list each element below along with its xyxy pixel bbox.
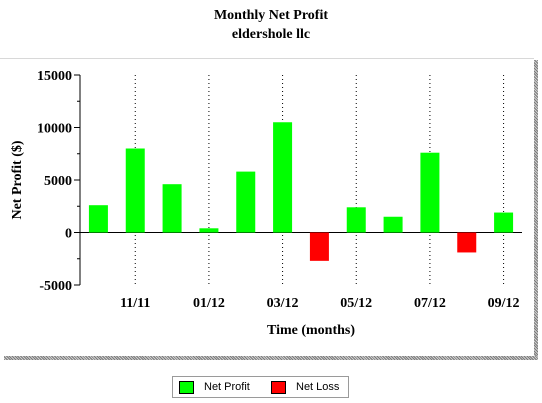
x-tick-label: 11/11 (120, 296, 150, 311)
y-tick-label: 10000 (37, 122, 72, 137)
frame-shadow-right (534, 60, 538, 360)
y-tick-label: 0 (65, 227, 72, 242)
bar-profit (162, 184, 182, 233)
bar-loss (457, 232, 477, 253)
y-tick-label: 5000 (44, 174, 72, 189)
legend-item-loss: Net Loss (271, 380, 339, 394)
bar-profit (346, 207, 366, 233)
chart-subtitle: eldershole llc (231, 27, 311, 42)
x-tick-label: 07/12 (414, 296, 446, 311)
legend-swatch-profit (179, 380, 194, 394)
legend-label-loss: Net Loss (296, 381, 340, 393)
bar-profit (88, 205, 108, 233)
y-tick-label: 15000 (37, 69, 72, 84)
bar-profit (199, 228, 219, 233)
x-tick-label: 03/12 (267, 296, 299, 311)
x-tick-label: 01/12 (193, 296, 225, 311)
x-axis-title: Time (months) (267, 323, 355, 338)
legend-swatch-loss (271, 380, 286, 394)
bar-loss (309, 232, 329, 261)
chart-legend: Net Profit Net Loss (172, 376, 349, 398)
chart-frame (0, 58, 534, 357)
bar-profit (420, 152, 440, 233)
bar-profit (236, 171, 256, 233)
y-tick-label: -5000 (39, 279, 72, 294)
legend-item-profit: Net Profit (179, 380, 250, 394)
bar-profit (383, 216, 403, 233)
y-axis-title: Net Profit ($) (10, 140, 25, 219)
chart-title: Monthly Net Profit (213, 8, 329, 23)
x-tick-label: 05/12 (340, 296, 372, 311)
bar-profit (125, 148, 145, 233)
frame-shadow-bottom (4, 356, 538, 360)
bar-profit (494, 212, 514, 233)
legend-label-profit: Net Profit (204, 381, 250, 393)
x-tick-label: 09/12 (488, 296, 520, 311)
bar-profit (273, 122, 293, 233)
